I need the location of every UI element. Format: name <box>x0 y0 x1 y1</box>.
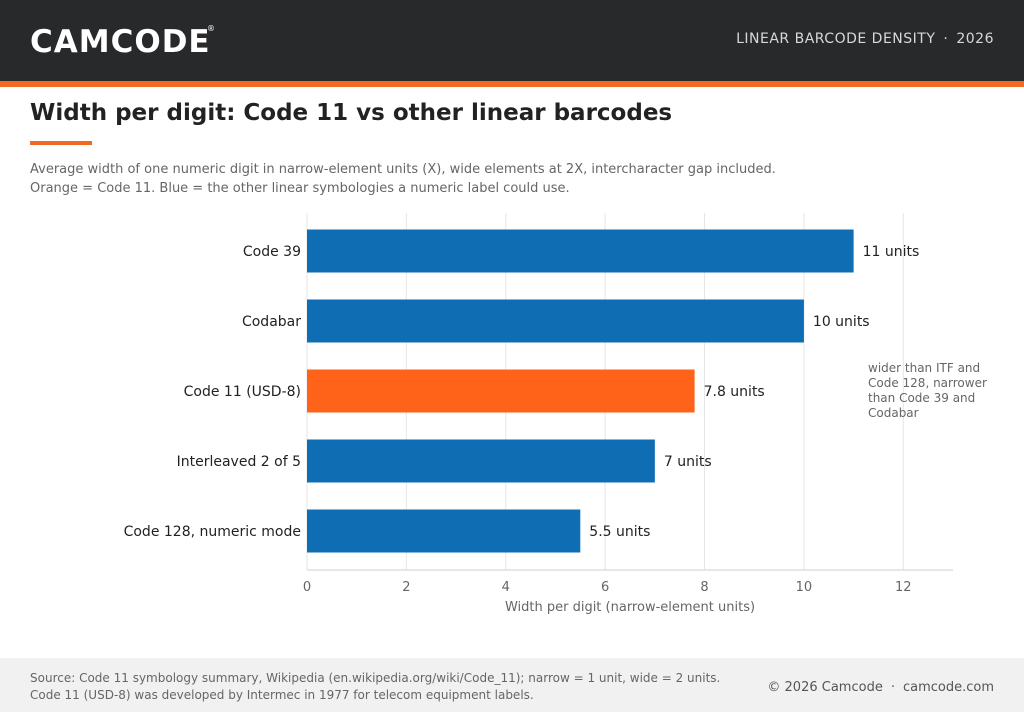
category-label: Code 39 <box>243 244 301 260</box>
annotation-line: Code 128, narrower <box>868 376 987 390</box>
camcode-logo[interactable]: CAMCODE <box>30 24 211 60</box>
x-tick-label: 10 <box>796 580 813 595</box>
copyright-text: © 2026 Camcode <box>767 680 883 695</box>
x-tick-label: 8 <box>700 580 708 595</box>
x-tick-label: 0 <box>303 580 311 595</box>
bar <box>307 299 804 343</box>
bar <box>307 229 854 273</box>
header-section-label: LINEAR BARCODE DENSITY · 2026 <box>736 31 994 47</box>
bar-chart: Code 39 11 units Codabar 10 units Code 11 (U… <box>124 213 987 615</box>
copyright: © 2026 Camcode · camcode.com <box>767 680 994 695</box>
chart-title: Width per digit: Code 11 vs other linear… <box>30 100 673 126</box>
source-line-1: Source: Code 11 symbology summary, Wikip… <box>30 671 721 685</box>
x-tick-label: 6 <box>601 580 609 595</box>
category-label: Interleaved 2 of 5 <box>177 454 301 470</box>
value-label: 11 units <box>863 244 920 260</box>
value-label: 5.5 units <box>589 524 650 540</box>
section-label: LINEAR BARCODE DENSITY <box>736 31 936 47</box>
footer-bar <box>0 658 1024 712</box>
source-line-2: Code 11 (USD-8) was developed by Interme… <box>30 688 534 702</box>
registered-mark: ® <box>207 24 215 33</box>
footer-separator: · <box>890 680 895 695</box>
x-tick-label: 2 <box>402 580 410 595</box>
header-accent-stripe <box>0 81 1024 87</box>
bar <box>307 509 581 553</box>
value-label: 10 units <box>813 314 870 330</box>
subtitle-line-2: Orange = Code 11. Blue = the other linea… <box>30 181 570 196</box>
annotation: wider than ITF and Code 128, narrower than… <box>868 361 987 420</box>
header-bar <box>0 0 1024 81</box>
value-label: 7 units <box>664 454 712 470</box>
x-axis-title: Width per digit (narrow-element units) <box>505 600 755 615</box>
site-link[interactable]: camcode.com <box>902 680 994 695</box>
chart-subtitle: Average width of one numeric digit in na… <box>30 160 776 198</box>
category-label: Code 11 (USD-8) <box>184 384 301 400</box>
category-label: Codabar <box>242 314 301 330</box>
header-separator: · <box>943 31 949 47</box>
bar <box>307 439 655 483</box>
annotation-line: than Code 39 and <box>868 391 975 405</box>
x-tick-label: 4 <box>502 580 510 595</box>
source-note: Source: Code 11 symbology summary, Wikip… <box>30 670 720 704</box>
annotation-line: wider than ITF and <box>868 361 980 375</box>
category-label: Code 128, numeric mode <box>124 524 301 540</box>
annotation-line: Codabar <box>868 406 919 420</box>
x-tick-label: 12 <box>895 580 912 595</box>
header-year: 2026 <box>956 31 994 47</box>
value-label: 7.8 units <box>704 384 765 400</box>
title-underline <box>30 141 92 145</box>
bar <box>307 369 695 413</box>
subtitle-line-1: Average width of one numeric digit in na… <box>30 162 776 177</box>
